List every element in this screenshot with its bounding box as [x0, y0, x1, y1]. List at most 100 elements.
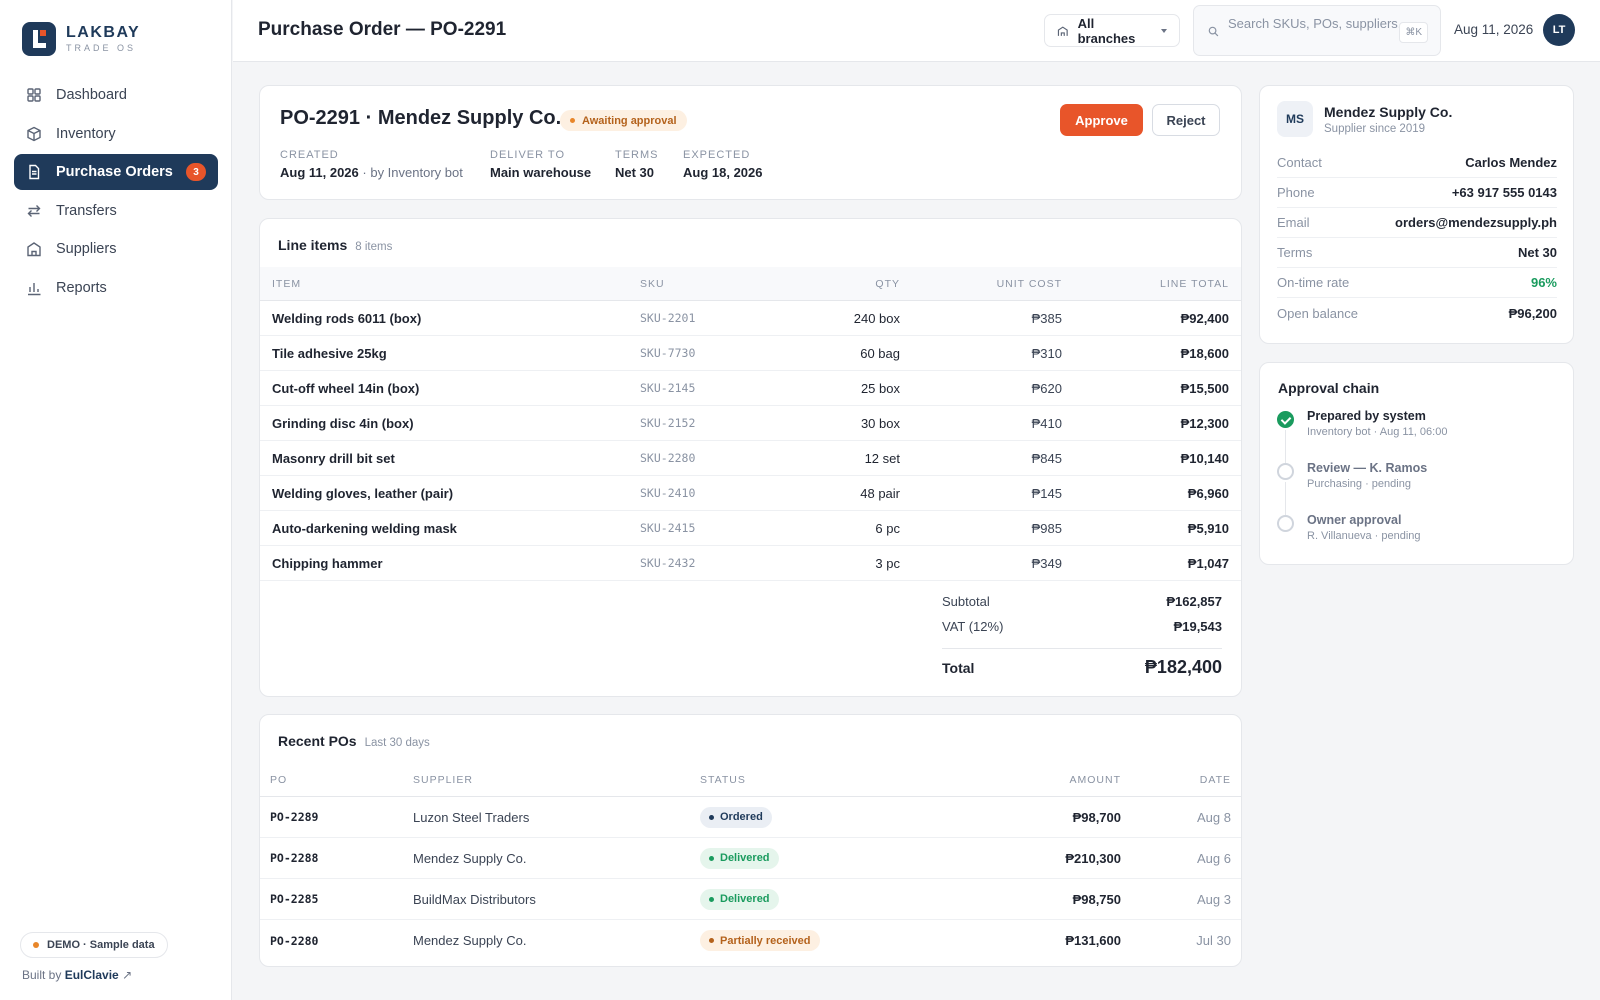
supplier-details: Contact Carlos Mendez Phone +63 917 555 01…	[1277, 148, 1557, 328]
arrows-icon	[27, 204, 41, 217]
brand-tagline: TRADE OS	[66, 43, 137, 53]
table-header: ITEM SKU QTY UNIT COST LINE TOTAL	[260, 267, 1241, 301]
detail-row: Terms Net 30	[1277, 238, 1557, 268]
sidebar-item-inventory[interactable]: Inventory	[14, 116, 218, 152]
box-icon	[27, 126, 41, 141]
topbar: Purchase Order — PO-2291 All branches Se…	[233, 0, 1600, 62]
supplier-card: MS Mendez Supply Co. Supplier since 2019…	[1259, 85, 1574, 344]
built-by-credit: Built by EulClavie ↗	[22, 968, 133, 982]
document-icon	[29, 164, 40, 180]
supplier-since: Supplier since 2019	[1324, 123, 1426, 135]
branch-select[interactable]: All branches	[1044, 14, 1180, 47]
sidebar-item-suppliers[interactable]: Suppliers	[14, 231, 218, 267]
approval-step: Prepared by system Inventory bot · Aug 1…	[1277, 409, 1557, 463]
approve-button[interactable]: Approve	[1060, 104, 1143, 136]
line-items-card: Line items 8 items ITEM SKU QTY UNIT COST…	[259, 218, 1242, 697]
status-badge: Awaiting approval	[560, 110, 687, 131]
meta-deliver-to: DELIVER TO Main warehouse	[490, 149, 592, 180]
table-row[interactable]: PO-2289 Luzon Steel Traders Ordered ₱98,…	[260, 797, 1241, 838]
author-link[interactable]: EulClavie	[64, 968, 119, 982]
sidebar: LAKBAY TRADE OS Dashboard Inventory Purc…	[0, 0, 232, 1000]
bar-chart-icon	[28, 282, 41, 296]
pending-circle-icon	[1277, 515, 1294, 532]
table-row[interactable]: Masonry drill bit set SKU-2280 12 set ₱8…	[260, 441, 1241, 476]
detail-row: Open balance ₱96,200	[1277, 305, 1557, 321]
sidebar-item-transfers[interactable]: Transfers	[14, 193, 218, 229]
sidebar-item-reports[interactable]: Reports	[14, 270, 218, 306]
branch-select-value: All branches	[1077, 15, 1136, 46]
table-row[interactable]: Welding rods 6011 (box) SKU-2201 240 box…	[260, 301, 1241, 336]
status-badge: Delivered	[700, 888, 779, 910]
table-header: PO SUPPLIER STATUS AMOUNT DATE	[260, 763, 1241, 797]
purchase-orders-count-badge: 3	[186, 163, 206, 182]
subtotal-row: Subtotal ₱162,857	[942, 594, 1222, 609]
search-placeholder: Search SKUs, POs, suppliers...	[1228, 16, 1409, 31]
detail-row: On-time rate 96%	[1277, 268, 1557, 298]
line-items-table: ITEM SKU QTY UNIT COST LINE TOTAL Weldin…	[260, 267, 1241, 581]
approval-step: Owner approval R. Villanueva · pending	[1277, 513, 1557, 565]
total-row: Total ₱182,400	[942, 648, 1222, 678]
status-badge: Partially received	[700, 930, 820, 951]
chevron-down-icon	[1161, 28, 1167, 33]
supplier-name[interactable]: Mendez Supply Co.	[1324, 104, 1453, 120]
brand-name: LAKBAY	[66, 24, 141, 41]
approval-step: Review — K. Ramos Purchasing · pending	[1277, 461, 1557, 515]
status-dot	[570, 118, 575, 123]
store-icon	[1057, 25, 1068, 36]
date-range: Last 30 days	[364, 737, 430, 749]
table-row[interactable]: PO-2280 Mendez Supply Co. Partially rece…	[260, 920, 1241, 961]
sidebar-item-label: Transfers	[56, 202, 117, 219]
demo-badge: DEMO · Sample data	[20, 932, 168, 958]
brand[interactable]: LAKBAY TRADE OS	[22, 22, 140, 56]
current-date: Aug 11, 2026	[1454, 22, 1534, 37]
search-icon	[1208, 26, 1219, 37]
card-title: Approval chain	[1278, 380, 1380, 396]
table-row[interactable]: Cut-off wheel 14in (box) SKU-2145 25 box…	[260, 371, 1241, 406]
card-title: Line items 8 items	[278, 237, 393, 253]
status-badge: Ordered	[700, 806, 772, 828]
detail-row: Contact Carlos Mendez	[1277, 148, 1557, 178]
page-title: Purchase Order — PO-2291	[258, 19, 507, 40]
table-row[interactable]: Grinding disc 4in (box) SKU-2152 30 box …	[260, 406, 1241, 441]
external-link-icon: ↗	[122, 968, 133, 982]
sidebar-item-label: Inventory	[56, 125, 116, 142]
table-row[interactable]: Auto-darkening welding mask SKU-2415 6 p…	[260, 511, 1241, 546]
table-row[interactable]: Welding gloves, leather (pair) SKU-2410 …	[260, 476, 1241, 511]
meta-expected: EXPECTED Aug 18, 2026	[683, 149, 763, 180]
approval-chain-card: Approval chain Prepared by system Invent…	[1259, 362, 1574, 565]
grid-icon	[27, 88, 41, 102]
totals-summary: Subtotal ₱162,857 VAT (12%) ₱19,543 Total ₱…	[942, 589, 1222, 678]
po-header-card: PO-2291 · Mendez Supply Co. Awaiting app…	[259, 85, 1242, 200]
table-row[interactable]: Tile adhesive 25kg SKU-7730 60 bag ₱310 …	[260, 336, 1241, 371]
sidebar-item-label: Dashboard	[56, 87, 127, 103]
sidebar-item-label: Purchase Orders	[56, 164, 173, 181]
detail-row: Email orders@mendezsupply.ph	[1277, 208, 1557, 238]
table-row[interactable]: PO-2288 Mendez Supply Co. Delivered ₱210…	[260, 838, 1241, 879]
meta-terms: TERMS Net 30	[615, 149, 659, 180]
pending-circle-icon	[1277, 463, 1294, 480]
table-row[interactable]: PO-2285 BuildMax Distributors Delivered …	[260, 879, 1241, 920]
building-icon	[27, 242, 41, 257]
sidebar-item-dashboard[interactable]: Dashboard	[14, 77, 218, 113]
sidebar-item-purchase-orders[interactable]: Purchase Orders 3	[14, 154, 218, 191]
table-row[interactable]: Chipping hammer SKU-2432 3 pc ₱349 ₱1,04…	[260, 546, 1241, 581]
po-title: PO-2291 · Mendez Supply Co.	[280, 107, 562, 129]
supplier-avatar: MS	[1277, 101, 1313, 137]
item-count: 8 items	[355, 241, 393, 253]
status-badge: Delivered	[700, 847, 779, 869]
recent-pos-card: Recent POs Last 30 days PO SUPPLIER STATU…	[259, 714, 1242, 967]
sidebar-nav: Dashboard Inventory Purchase Orders 3 Tr…	[14, 77, 218, 309]
vat-row: VAT (12%) ₱19,543	[942, 619, 1222, 634]
keyboard-shortcut-hint: ⌘K	[1399, 22, 1428, 43]
detail-row: Phone +63 917 555 0143	[1277, 178, 1557, 208]
avatar[interactable]: LT	[1543, 14, 1575, 46]
approval-steps: Prepared by system Inventory bot · Aug 1…	[1277, 409, 1557, 565]
sidebar-item-label: Reports	[56, 279, 107, 296]
meta-created: CREATED Aug 11, 2026 · by Inventory bot	[280, 149, 463, 180]
card-title: Recent POs Last 30 days	[278, 733, 430, 749]
brand-logo	[22, 22, 56, 56]
reject-button[interactable]: Reject	[1152, 104, 1220, 136]
status-dot	[33, 942, 39, 948]
search-input[interactable]: Search SKUs, POs, suppliers... ⌘K	[1193, 5, 1441, 56]
check-icon	[1277, 411, 1294, 428]
